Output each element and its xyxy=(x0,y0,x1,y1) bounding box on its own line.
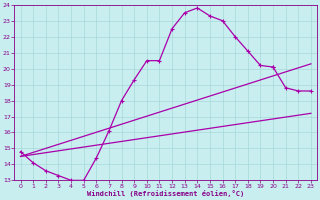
X-axis label: Windchill (Refroidissement éolien,°C): Windchill (Refroidissement éolien,°C) xyxy=(87,190,244,197)
